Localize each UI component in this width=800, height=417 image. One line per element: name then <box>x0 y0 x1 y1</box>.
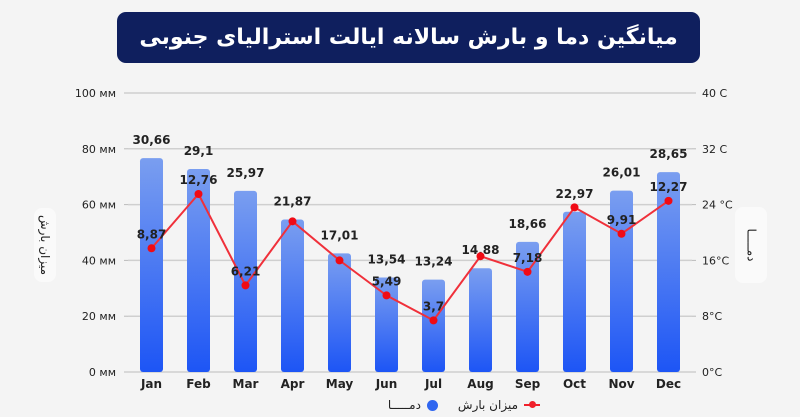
rainfall-label: 6,21 <box>231 264 261 278</box>
bar-label: 29,1 <box>184 144 214 158</box>
right-tick-label: 16°C <box>702 254 729 267</box>
rainfall-label: 7,18 <box>513 251 543 265</box>
bar-jul <box>422 279 445 372</box>
bar-label: 21,87 <box>274 194 312 208</box>
x-tick-label: May <box>326 377 354 391</box>
chart-title: میانگین دما و بارش سالانه ایالت استرالیا… <box>117 12 700 63</box>
bar-label: 13,54 <box>368 253 406 267</box>
circle-marker-icon <box>426 399 438 411</box>
bar-aug <box>469 268 492 372</box>
bar-apr <box>281 219 304 372</box>
rainfall-point <box>288 217 297 226</box>
bar-label: 25,97 <box>227 166 265 180</box>
right-axis-label: دمـــــا <box>735 207 767 283</box>
x-tick-label: Jan <box>140 377 162 391</box>
left-tick-label: 0 мм <box>89 366 116 379</box>
left-tick-label: 20 мм <box>82 310 116 323</box>
rainfall-label: 3,7 <box>423 299 444 313</box>
rainfall-point <box>570 203 579 212</box>
rainfall-label: 12,76 <box>180 173 218 187</box>
bar-label: 28,65 <box>650 147 688 161</box>
right-tick-label: 24 °C <box>702 199 733 212</box>
rainfall-label: 5,49 <box>372 274 402 288</box>
bar-may <box>328 253 351 372</box>
bar-jan <box>140 158 163 372</box>
right-tick-label: 8°C <box>702 310 722 323</box>
legend-item-temperature[interactable]: دمـــــا <box>388 398 438 412</box>
x-tick-label: Feb <box>186 377 211 391</box>
left-tick-label: 40 мм <box>82 254 116 267</box>
rainfall-point <box>147 244 156 253</box>
x-tick-label: Nov <box>608 377 634 391</box>
right-tick-label: 32 C <box>702 143 727 156</box>
bar-label: 30,66 <box>133 133 171 147</box>
bar-label: 22,97 <box>556 187 594 201</box>
bar-feb <box>187 169 210 372</box>
bar-label: 18,66 <box>509 217 547 231</box>
right-tick-label: 40 C <box>702 87 727 100</box>
left-tick-label: 60 мм <box>82 199 116 212</box>
x-tick-label: Apr <box>281 377 305 391</box>
left-tick-label: 80 мм <box>82 143 116 156</box>
x-tick-label: Aug <box>467 377 493 391</box>
x-tick-label: Oct <box>563 377 586 391</box>
rainfall-point <box>429 316 438 325</box>
legend-item-rainfall[interactable]: میزان بارش <box>458 398 540 412</box>
x-tick-label: Dec <box>656 377 681 391</box>
line-marker-icon <box>524 401 540 408</box>
bar-dec <box>657 172 680 372</box>
rainfall-point <box>194 189 203 198</box>
rainfall-point <box>664 196 673 205</box>
bar-label: 26,01 <box>603 166 641 180</box>
x-tick-label: Jun <box>375 377 398 391</box>
bar-jun <box>375 277 398 372</box>
left-axis-label: میزان بارش <box>34 208 56 282</box>
bar-label: 17,01 <box>321 228 359 242</box>
rainfall-point <box>476 252 485 261</box>
legend: میزان بارش دمـــــا <box>320 396 540 414</box>
bar-nov <box>610 190 633 372</box>
x-tick-label: Jul <box>424 377 442 391</box>
rainfall-point <box>382 291 391 300</box>
x-tick-label: Sep <box>515 377 541 391</box>
right-tick-label: 0°C <box>702 366 722 379</box>
rainfall-point <box>241 281 250 290</box>
rainfall-label: 8,87 <box>137 227 167 241</box>
bar-label: 13,24 <box>415 255 453 269</box>
rainfall-label: 9,91 <box>607 213 637 227</box>
rainfall-point <box>617 229 626 238</box>
x-tick-label: Mar <box>233 377 259 391</box>
bar-label: 14,88 <box>462 243 500 257</box>
rainfall-line <box>150 192 670 322</box>
left-tick-label: 100 мм <box>75 87 116 100</box>
bar-oct <box>563 211 586 372</box>
rainfall-point <box>335 256 344 265</box>
bar-sep <box>516 241 539 372</box>
rainfall-label: 12,27 <box>650 180 688 194</box>
rainfall-point <box>523 267 532 276</box>
